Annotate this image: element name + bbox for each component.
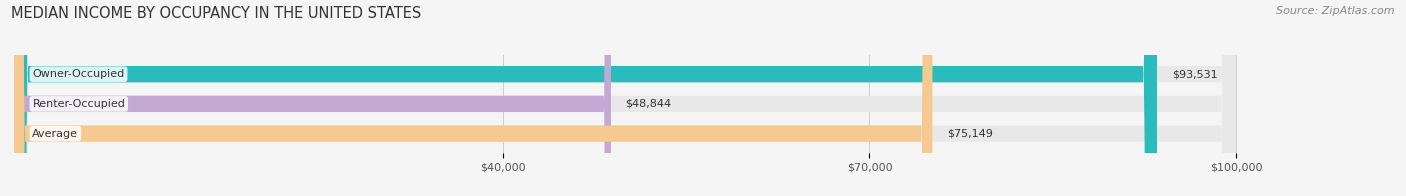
FancyBboxPatch shape [14, 0, 932, 196]
Text: $75,149: $75,149 [948, 129, 993, 139]
FancyBboxPatch shape [14, 0, 1236, 196]
Text: $93,531: $93,531 [1171, 69, 1218, 79]
FancyBboxPatch shape [14, 0, 1157, 196]
FancyBboxPatch shape [14, 0, 1236, 196]
Text: Source: ZipAtlas.com: Source: ZipAtlas.com [1277, 6, 1395, 16]
Text: Renter-Occupied: Renter-Occupied [32, 99, 125, 109]
Text: MEDIAN INCOME BY OCCUPANCY IN THE UNITED STATES: MEDIAN INCOME BY OCCUPANCY IN THE UNITED… [11, 6, 422, 21]
Text: Average: Average [32, 129, 79, 139]
Text: $48,844: $48,844 [626, 99, 672, 109]
FancyBboxPatch shape [14, 0, 612, 196]
FancyBboxPatch shape [14, 0, 1236, 196]
Text: Owner-Occupied: Owner-Occupied [32, 69, 125, 79]
